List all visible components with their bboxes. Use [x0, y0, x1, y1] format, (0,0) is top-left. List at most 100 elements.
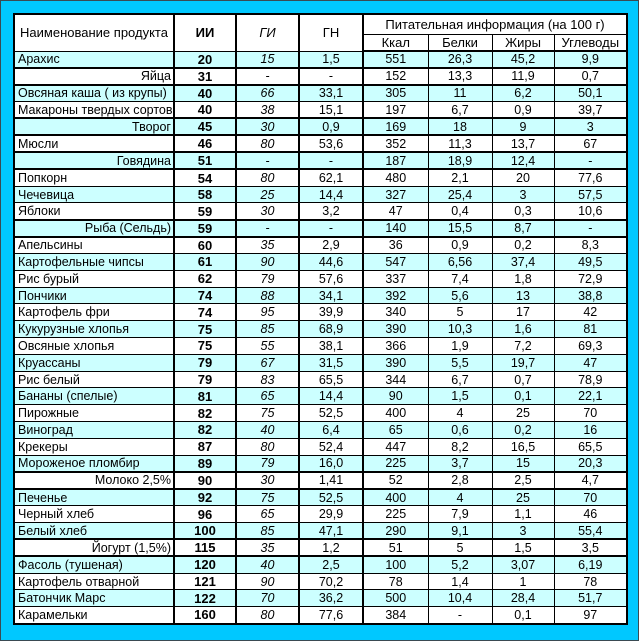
cell-gi: 65 [235, 505, 300, 524]
cell-gn: 14,4 [298, 387, 364, 406]
cell-carbs: 6,19 [553, 555, 628, 574]
cell-kcal: 305 [362, 84, 429, 103]
cell-ii: 81 [173, 387, 237, 406]
cell-gn: 52,5 [298, 404, 364, 423]
cell-kcal: 400 [362, 404, 429, 423]
cell-gn: 34,1 [298, 286, 364, 305]
cell-product-name: Рис бурый [13, 269, 175, 288]
cell-kcal: 47 [362, 202, 429, 221]
cell-product-name: Арахис [13, 50, 175, 69]
cell-gi: 15 [235, 50, 300, 69]
nutrition-table: Наименование продукта ИИ ГИ ГН Питательн… [13, 13, 629, 625]
col-header-protein: Белки [427, 33, 493, 52]
cell-carbs: 22,1 [553, 387, 628, 406]
cell-ii: 87 [173, 437, 237, 456]
cell-protein: 5 [427, 303, 493, 322]
cell-ii: 51 [173, 151, 237, 171]
table-row: Пончики 74 88 34,1 392 5,6 13 38,8 [13, 286, 628, 305]
cell-gi: 90 [235, 572, 300, 591]
cell-gn: 65,5 [298, 370, 364, 389]
cell-carbs: 20,3 [553, 454, 628, 473]
cell-carbs: 72,9 [553, 269, 628, 288]
cell-fat: 13 [491, 286, 555, 305]
cell-kcal: 352 [362, 134, 429, 153]
cell-protein: 0,9 [427, 236, 493, 255]
cell-carbs: 4,7 [553, 470, 628, 490]
cell-protein: 5,6 [427, 286, 493, 305]
table-row: Мороженое пломбир 89 79 16,0 225 3,7 15 20,3 [13, 454, 628, 473]
cell-protein: 1,4 [427, 572, 493, 591]
cell-product-name: Фасоль (тушеная) [13, 555, 175, 574]
cell-carbs: 8,3 [553, 236, 628, 255]
cell-product-name: Белый хлеб [13, 522, 175, 540]
cell-gi: 35 [235, 236, 300, 255]
cell-kcal: 65 [362, 421, 429, 439]
cell-gi: 75 [235, 404, 300, 423]
cell-fat: 0,9 [491, 101, 555, 119]
cell-protein: 6,56 [427, 253, 493, 271]
cell-gn: - [298, 151, 364, 171]
cell-carbs: 9,9 [553, 50, 628, 69]
cell-gi: 30 [235, 202, 300, 221]
cell-product-name: Мороженое пломбир [13, 454, 175, 473]
table-row: Картофельные чипсы 61 90 44,6 547 6,56 37,4 49,… [13, 253, 628, 271]
table-row: Белый хлеб 100 85 47,1 290 9,1 3 55,4 [13, 522, 628, 540]
cell-protein: 26,3 [427, 50, 493, 69]
table-row: Яблоки 59 30 3,2 47 0,4 0,3 10,6 [13, 202, 628, 221]
cell-carbs: 38,8 [553, 286, 628, 305]
cell-ii: 61 [173, 253, 237, 271]
cell-gn: 38,1 [298, 337, 364, 355]
cell-ii: 20 [173, 50, 237, 69]
cell-product-name: Крекеры [13, 437, 175, 456]
cell-carbs: 50,1 [553, 84, 628, 103]
cell-protein: 1,5 [427, 387, 493, 406]
cell-gi: 55 [235, 337, 300, 355]
cell-gn: 1,41 [298, 470, 364, 490]
cell-carbs: 77,6 [553, 168, 628, 187]
cell-fat: 2,5 [491, 470, 555, 490]
cell-product-name: Бананы (спелые) [13, 387, 175, 406]
cell-gn: 53,6 [298, 134, 364, 153]
col-header-nutrition-group: Питательная информация (на 100 г) [361, 13, 628, 35]
cell-gi: - [235, 218, 300, 238]
cell-protein: 7,9 [427, 505, 493, 524]
cell-carbs: 55,4 [553, 522, 628, 540]
table-row: Круассаны 79 67 31,5 390 5,5 19,7 47 [13, 353, 628, 372]
cell-gn: 57,6 [298, 269, 364, 288]
cell-ii: 58 [173, 185, 237, 204]
cell-product-name: Кукурузные хлопья [13, 320, 175, 339]
cell-kcal: 392 [362, 286, 429, 305]
cell-protein: 11 [427, 84, 493, 103]
cell-gn: 1,2 [298, 538, 364, 558]
col-header-ii: ИИ [173, 13, 237, 52]
cell-product-name: Чечевица [13, 185, 175, 204]
table-row: Картофель фри 74 95 39,9 340 5 17 42 [13, 303, 628, 322]
cell-carbs: 46 [553, 505, 628, 524]
cell-protein: 0,4 [427, 202, 493, 221]
cell-kcal: 90 [362, 387, 429, 406]
table-row: Кукурузные хлопья 75 85 68,9 390 10,3 1,6 81 [13, 320, 628, 339]
table-header: Наименование продукта ИИ ГИ ГН Питательн… [13, 13, 628, 52]
cell-protein: 10,3 [427, 320, 493, 339]
cell-fat: 16,5 [491, 437, 555, 456]
cell-product-name: Пирожные [13, 404, 175, 423]
cell-carbs: - [553, 218, 628, 238]
cell-protein: 0,6 [427, 421, 493, 439]
cell-fat: 15 [491, 454, 555, 473]
cell-kcal: 337 [362, 269, 429, 288]
cell-carbs: 3,5 [553, 538, 628, 558]
cell-product-name: Печенье [13, 488, 175, 507]
cell-ii: 96 [173, 505, 237, 524]
col-header-gn: ГН [298, 13, 364, 52]
cell-kcal: 344 [362, 370, 429, 389]
cell-gn: 39,9 [298, 303, 364, 322]
cell-product-name: Яблоки [13, 202, 175, 221]
col-header-gi: ГИ [235, 13, 300, 52]
cell-ii: 89 [173, 454, 237, 473]
cell-kcal: 169 [362, 117, 429, 137]
cell-ii: 79 [173, 370, 237, 389]
cell-kcal: 36 [362, 236, 429, 255]
cell-protein: 13,3 [427, 66, 493, 86]
cell-gi: 79 [235, 454, 300, 473]
cell-protein: - [427, 606, 493, 625]
